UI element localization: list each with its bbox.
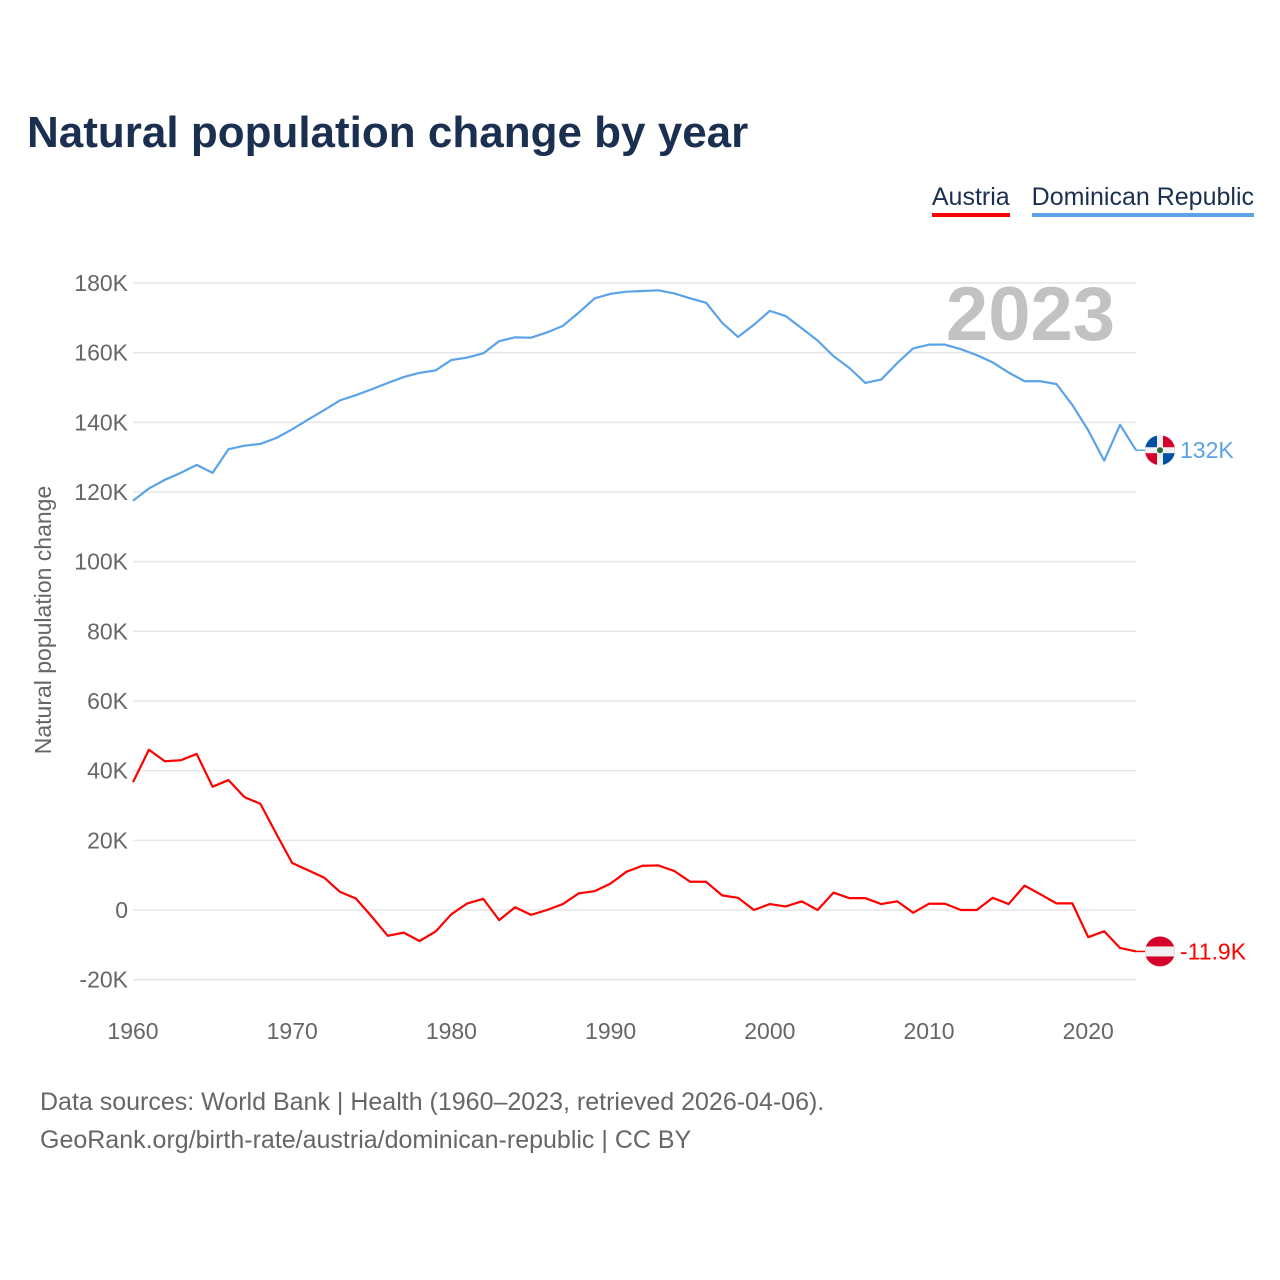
y-tick-label: 20K xyxy=(87,827,129,853)
y-tick-label: 100K xyxy=(74,549,128,575)
legend-dominican-republic[interactable]: Dominican Republic xyxy=(1031,183,1254,217)
legend: Austria Dominican Republic xyxy=(931,183,1254,217)
y-tick-label: 60K xyxy=(87,688,129,714)
year-watermark: 2023 xyxy=(946,272,1115,357)
x-tick-label: 1960 xyxy=(107,1018,158,1044)
y-tick-label: 180K xyxy=(74,270,128,296)
flag-body xyxy=(1145,936,1175,967)
y-tick-label: 40K xyxy=(87,758,129,784)
chart-title: Natural population change by year xyxy=(27,108,749,157)
end-value-label: -11.9K xyxy=(1180,938,1247,964)
flag-emblem xyxy=(1157,447,1163,454)
x-tick-label: 1970 xyxy=(267,1018,318,1044)
y-tick-label: 120K xyxy=(74,479,128,505)
footer-sources: Data sources: World Bank | Health (1960–… xyxy=(40,1088,825,1116)
y-tick-label: 80K xyxy=(87,618,129,644)
end-value-label: 132K xyxy=(1180,437,1234,463)
x-tick-label: 2020 xyxy=(1063,1018,1114,1044)
legend-austria[interactable]: Austria xyxy=(931,183,1010,217)
x-tick-label: 1990 xyxy=(585,1018,636,1044)
x-tick-label: 2010 xyxy=(903,1018,954,1044)
y-tick-label: -20K xyxy=(79,967,128,993)
y-tick-label: 160K xyxy=(74,340,128,366)
y-tick-label: 0 xyxy=(115,897,128,923)
series-line-dominican-republic xyxy=(132,289,1137,502)
y-axis-label: Natural population change xyxy=(30,486,56,755)
y-tick-label: 140K xyxy=(74,409,128,435)
footer-link[interactable]: GeoRank.org/birth-rate/austria/dominican… xyxy=(40,1126,692,1154)
x-tick-label: 2000 xyxy=(744,1018,795,1044)
x-tick-label: 1980 xyxy=(426,1018,477,1044)
series-line-austria xyxy=(132,748,1137,953)
flag-white xyxy=(1145,946,1175,957)
flag-body xyxy=(1145,435,1175,466)
dominican-republic-flag-icon xyxy=(1145,435,1175,466)
austria-flag-icon xyxy=(1145,936,1175,967)
